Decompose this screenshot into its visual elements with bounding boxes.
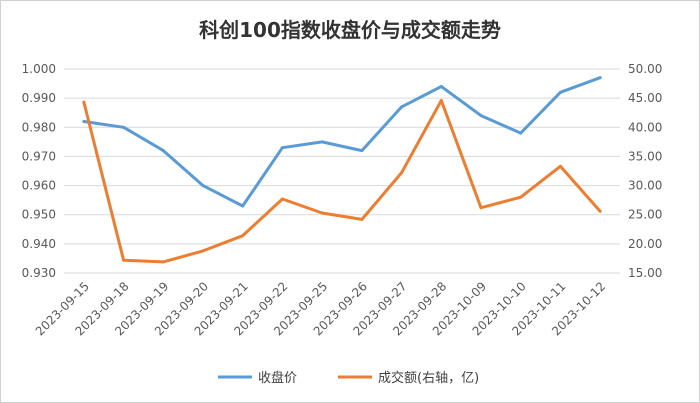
data-point <box>439 84 443 88</box>
data-point <box>320 140 324 144</box>
data-point <box>241 204 245 208</box>
data-point <box>122 125 126 129</box>
y-left-tick-label: 0.980 <box>22 120 56 134</box>
data-point <box>479 114 483 118</box>
data-point <box>360 217 364 221</box>
data-point <box>360 149 364 153</box>
legend-label: 收盘价 <box>258 370 297 386</box>
y-left-tick-label: 0.990 <box>22 91 56 105</box>
y-right-tick-label: 30.00 <box>628 179 662 193</box>
data-point <box>598 76 602 80</box>
data-point <box>558 164 562 168</box>
y-right-tick-label: 20.00 <box>628 237 662 251</box>
data-point <box>280 146 284 150</box>
data-point <box>122 258 126 262</box>
y-left-tick-label: 0.950 <box>22 208 56 222</box>
data-point <box>201 184 205 188</box>
data-point <box>558 90 562 94</box>
data-point <box>241 234 245 238</box>
legend-label: 成交额(右轴，亿) <box>378 370 479 386</box>
data-point <box>519 131 523 135</box>
y-right-tick-label: 40.00 <box>628 120 662 134</box>
data-point <box>161 149 165 153</box>
data-point <box>479 206 483 210</box>
y-right-tick-label: 45.00 <box>628 91 662 105</box>
series-line-volume <box>82 99 602 264</box>
y-right-tick-label: 25.00 <box>628 208 662 222</box>
data-point <box>161 260 165 264</box>
data-point <box>519 195 523 199</box>
y-right-tick-label: 35.00 <box>628 149 662 163</box>
y-right-tick-label: 50.00 <box>628 62 662 76</box>
data-point <box>201 249 205 253</box>
data-point <box>82 100 86 104</box>
y-left-tick-label: 0.940 <box>22 237 56 251</box>
data-point <box>439 98 443 102</box>
y-left-tick-label: 1.000 <box>22 62 56 76</box>
data-point <box>598 209 602 213</box>
y-left-tick-label: 0.930 <box>22 266 56 280</box>
data-point <box>82 119 86 123</box>
data-point <box>320 211 324 215</box>
data-point <box>400 105 404 109</box>
data-point <box>400 171 404 175</box>
y-left-tick-label: 0.970 <box>22 149 56 163</box>
series-line-close <box>82 76 602 208</box>
chart-title: 科创100指数收盘价与成交额走势 <box>199 18 501 42</box>
y-left-tick-label: 0.960 <box>22 179 56 193</box>
data-point <box>280 197 284 201</box>
y-right-tick-label: 15.00 <box>628 266 662 280</box>
